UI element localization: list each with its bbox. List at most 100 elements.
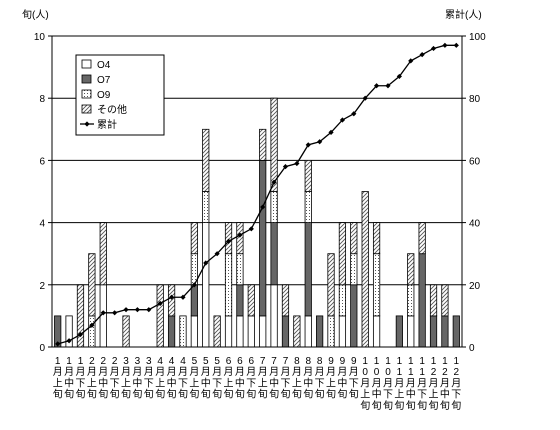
cumulative-point [339,117,346,123]
x-tick-label: 1 2 月上旬 [429,356,439,412]
cumulative-point [214,251,220,257]
x-tick-label: 2 月上旬 [87,356,97,401]
x-tick-label: 1 1 月上旬 [394,356,404,412]
y2-tick-label: 80 [469,94,481,105]
bar-segment [372,315,381,348]
x-tick-label: 7 月下旬 [280,356,290,401]
cumulative-point [453,42,459,48]
x-tick-label: 1 月上旬 [53,356,63,401]
y-tick-label: 0 [39,343,45,354]
bar-segment [407,284,415,317]
y2-tick-label: 20 [469,281,481,292]
x-tick-label: 3 月中旬 [132,356,142,401]
legend-swatch [81,59,92,69]
y2-tick-label: 40 [469,219,481,230]
cumulative-point [168,294,175,300]
x-tick-label: 9 月中旬 [337,356,347,401]
cumulative-point [408,58,414,64]
y-tick-label: 8 [39,94,45,105]
cumulative-point [157,300,163,307]
y-axis-label-right: 累計(人) [445,8,482,21]
legend-label: O4 [97,60,111,71]
x-tick-label: 7 月中旬 [269,356,279,401]
bar-segment [179,315,187,348]
bar-segment [236,284,244,317]
x-tick-label: 1 2 月下旬 [451,356,461,412]
x-tick-label: 1 2 月中旬 [440,356,450,412]
bar-segment [281,315,290,348]
x-tick-label: 6 月上旬 [224,356,234,401]
cumulative-point [55,341,61,347]
bar-segment [202,191,210,224]
bar-segment [304,315,312,348]
bar-segment [372,222,381,255]
cumulative-point [146,307,152,313]
x-tick-label: 1 月下旬 [75,356,85,401]
legend-swatch [81,89,92,99]
bar-segment [224,253,233,317]
cumulative-point [294,160,300,167]
legend-label: O7 [97,75,111,86]
bar-segment [224,222,233,255]
x-tick-label: 6 月下旬 [246,356,256,401]
cumulative-point [282,164,289,170]
y-axis-label-left: 旬(人) [22,8,49,21]
cumulative-point [180,294,186,300]
bar-segment [236,222,244,255]
x-tick-label: 7 月上旬 [258,356,268,401]
bar-segment [259,159,267,317]
x-tick-label: 8 月上旬 [292,356,302,401]
legend-swatch [81,104,92,114]
cumulative-point [123,307,129,313]
bar-segment [441,284,449,317]
legend-label: 累計 [97,118,117,131]
x-tick-label: 1 月中旬 [64,356,74,401]
bar-segment [407,253,415,286]
cumulative-point [317,139,323,145]
bar-segment [270,97,278,192]
x-tick-label: 1 1 月下旬 [417,356,427,412]
x-tick-label: 4 月下旬 [178,356,188,401]
bars [54,97,460,348]
y-tick-label: 6 [39,156,45,167]
x-tick-label: 5 月下旬 [212,356,222,401]
bar-segment [236,253,244,286]
bar-segment [213,315,221,348]
bar-segment [190,222,198,255]
cumulative-point [430,45,437,52]
x-tick-label: 1 0 月上旬 [360,356,370,412]
cumulative-point [305,142,311,148]
cumulative-point [77,331,84,338]
bar-segment [281,284,290,317]
bar-segment [167,284,176,317]
legend-marker [84,121,90,127]
bar-segment [350,253,358,286]
bar-segment [88,253,96,317]
bar-segment [452,315,460,348]
bar-segment [429,315,438,348]
bar-segment [156,284,164,348]
legend-label: O9 [97,90,111,101]
bar-segment [293,315,301,348]
cumulative-point [237,232,243,238]
x-tick-label: 2 月中旬 [98,356,108,401]
x-tick-label: 4 月上旬 [155,356,165,401]
bar-segment [338,315,347,348]
cumulative-point [134,307,141,313]
bar-segment [327,253,335,317]
x-tick-label: 3 月上旬 [121,356,131,401]
cumulative-point [248,226,254,232]
cumulative-point [66,338,72,344]
bar-segment [190,315,198,348]
bar-segment [350,222,358,255]
cumulative-point [271,179,277,185]
x-tick-label: 8 月中旬 [303,356,313,401]
bar-segment [190,284,198,317]
bar-segment [316,315,324,348]
cumulative-point [225,238,232,244]
y-tick-label: 4 [39,219,45,230]
x-tick-label: 8 月下旬 [315,356,325,401]
